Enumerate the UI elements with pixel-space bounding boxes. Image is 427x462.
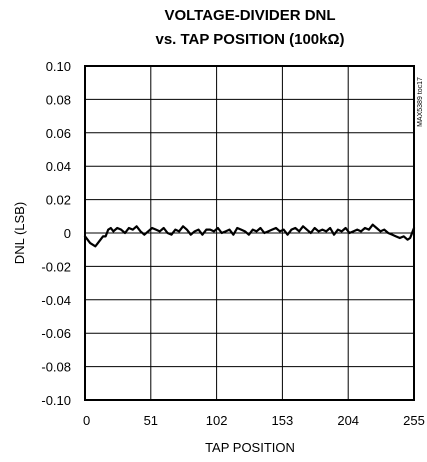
y-tick-label: 0.02 bbox=[46, 193, 71, 208]
x-tick-labels: 0 51 102 153 204 255 bbox=[83, 413, 425, 428]
series-line-dnl bbox=[83, 223, 416, 248]
side-note: MAX5389 toc17 bbox=[417, 77, 424, 127]
x-tick-label: 51 bbox=[144, 413, 158, 428]
y-tick-label: 0 bbox=[64, 226, 71, 241]
x-tick-label: 153 bbox=[272, 413, 294, 428]
y-tick-label: -0.10 bbox=[41, 393, 71, 408]
y-tick-label: -0.02 bbox=[41, 259, 71, 274]
x-tick-label: 204 bbox=[337, 413, 359, 428]
y-tick-label: 0.08 bbox=[46, 92, 71, 107]
grid-lines bbox=[85, 66, 414, 400]
y-tick-label: -0.04 bbox=[41, 293, 71, 308]
plot-frame bbox=[84, 65, 415, 401]
y-tick-label: -0.06 bbox=[41, 326, 71, 341]
chart-title-line2: vs. TAP POSITION (100kΩ) bbox=[155, 31, 344, 48]
y-tick-label: 0.10 bbox=[46, 59, 71, 74]
y-tick-label: 0.04 bbox=[46, 159, 71, 174]
chart-title-line1: VOLTAGE-DIVIDER DNL bbox=[164, 7, 335, 24]
x-tick-label: 0 bbox=[83, 413, 90, 428]
y-tick-labels: 0.10 0.08 0.06 0.04 0.02 0 -0.02 -0.04 -0.06 -0.0… bbox=[41, 59, 71, 408]
y-axis-label: DNL (LSB) bbox=[12, 202, 27, 264]
x-axis-label: TAP POSITION bbox=[205, 440, 295, 455]
y-tick-label: 0.06 bbox=[46, 126, 71, 141]
x-tick-label: 102 bbox=[206, 413, 228, 428]
y-tick-label: -0.08 bbox=[41, 360, 71, 375]
x-tick-label: 255 bbox=[403, 413, 425, 428]
